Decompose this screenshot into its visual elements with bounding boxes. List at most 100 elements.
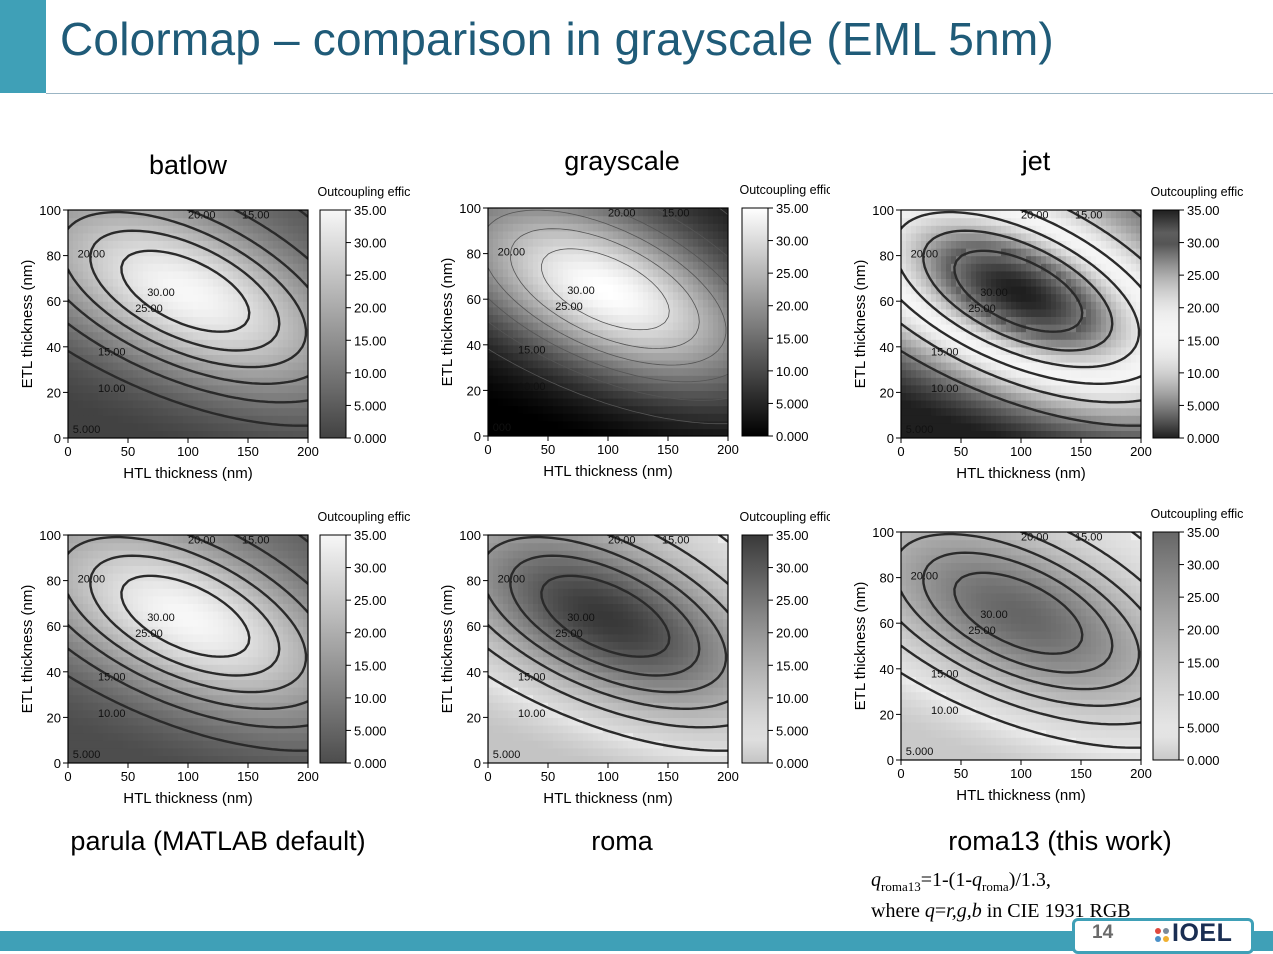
heatmap-cell xyxy=(108,408,114,416)
heatmap-cell xyxy=(138,324,144,332)
heatmap-cell xyxy=(263,430,269,438)
heatmap-cell xyxy=(193,278,199,286)
heatmap-cell xyxy=(1061,354,1067,362)
heatmap-field xyxy=(68,535,309,764)
heatmap-cell xyxy=(1036,301,1042,309)
heatmap-cell xyxy=(163,740,169,748)
heatmap-cell xyxy=(243,332,249,340)
heatmap-cell xyxy=(703,208,709,216)
heatmap-cell xyxy=(598,208,604,216)
heatmap-cell xyxy=(1006,263,1012,271)
contour-label: 000 xyxy=(493,422,511,434)
heatmap-cell xyxy=(653,299,659,307)
heatmap-cell xyxy=(1116,415,1122,423)
heatmap-cell xyxy=(288,233,294,241)
heatmap-cell xyxy=(936,423,942,431)
heatmap-cell xyxy=(128,400,134,408)
heatmap-cell xyxy=(143,354,149,362)
heatmap-cell xyxy=(703,383,709,391)
heatmap-cell xyxy=(1026,248,1032,256)
heatmap-cell xyxy=(618,299,624,307)
heatmap-cell xyxy=(663,246,669,254)
heatmap-cell xyxy=(213,354,219,362)
heatmap-cell xyxy=(623,421,629,429)
heatmap-cell xyxy=(288,408,294,416)
heatmap-cell xyxy=(283,740,289,748)
heatmap-cell xyxy=(986,377,992,385)
heatmap-cell xyxy=(253,316,259,324)
heatmap-cell xyxy=(588,299,594,307)
y-axis-label: ETL thickness (nm) xyxy=(852,260,869,389)
heatmap-cell xyxy=(911,362,917,370)
heatmap-cell xyxy=(213,755,219,763)
heatmap-cell xyxy=(688,345,694,353)
heatmap-cell xyxy=(966,225,972,233)
heatmap-cell xyxy=(503,284,509,292)
heatmap-cell xyxy=(198,332,204,340)
heatmap-cell xyxy=(991,430,997,438)
heatmap-cell xyxy=(68,392,74,400)
heatmap-cell xyxy=(1131,362,1137,370)
heatmap-cell xyxy=(168,225,174,233)
heatmap-cell xyxy=(1036,271,1042,279)
heatmap-cell xyxy=(1121,233,1127,241)
heatmap-cell xyxy=(248,408,254,416)
heatmap-cell xyxy=(683,352,689,360)
heatmap-cell xyxy=(1016,263,1022,271)
heatmap-cell xyxy=(553,375,559,383)
heatmap-cell xyxy=(273,408,279,416)
heatmap-cell xyxy=(528,398,534,406)
heatmap-cell xyxy=(508,223,514,231)
heatmap-cell xyxy=(558,368,564,376)
heatmap-cell xyxy=(1011,263,1017,271)
heatmap-cell xyxy=(703,368,709,376)
heatmap-cell xyxy=(603,307,609,315)
heatmap-cell xyxy=(951,248,957,256)
heatmap-cell xyxy=(578,254,584,262)
heatmap-cell xyxy=(168,301,174,309)
heatmap-cell xyxy=(578,269,584,277)
heatmap-cell xyxy=(608,360,614,368)
heatmap-cell xyxy=(1061,210,1067,218)
heatmap-cell xyxy=(653,322,659,330)
heatmap-cell xyxy=(598,276,604,284)
heatmap-cell xyxy=(198,415,204,423)
heatmap-cell xyxy=(1046,309,1052,317)
heatmap-cell xyxy=(198,233,204,241)
heatmap-cell xyxy=(548,368,554,376)
heatmap-cell xyxy=(1126,278,1132,286)
heatmap-cell xyxy=(208,702,214,710)
heatmap-cell xyxy=(1086,309,1092,317)
heatmap-cell xyxy=(1011,385,1017,393)
heatmap-cell xyxy=(643,383,649,391)
heatmap-cell xyxy=(138,740,144,748)
heatmap-cell xyxy=(503,314,509,322)
heatmap-cell xyxy=(488,261,494,269)
heatmap-cell xyxy=(168,309,174,317)
heatmap-cell xyxy=(713,375,719,383)
heatmap-cell xyxy=(1081,248,1087,256)
heatmap-cell xyxy=(498,375,504,383)
heatmap-cell xyxy=(1086,423,1092,431)
heatmap-cell xyxy=(538,216,544,224)
heatmap-cell xyxy=(648,368,654,376)
heatmap-cell xyxy=(238,733,244,741)
heatmap-cell xyxy=(678,390,684,398)
heatmap-cell xyxy=(628,413,634,421)
heatmap-cell xyxy=(613,421,619,429)
heatmap-cell xyxy=(298,710,304,718)
colorbar-label: Outcoupling efficiency (%) xyxy=(740,183,830,197)
heatmap-cell xyxy=(123,430,129,438)
heatmap-cell xyxy=(638,383,644,391)
heatmap-cell xyxy=(1081,408,1087,416)
heatmap-cell xyxy=(956,370,962,378)
heatmap-cell xyxy=(703,269,709,277)
heatmap-cell xyxy=(248,710,254,718)
heatmap-cell xyxy=(688,428,694,436)
heatmap-cell xyxy=(113,286,119,294)
heatmap-cell xyxy=(68,362,74,370)
heatmap-cell xyxy=(513,406,519,414)
heatmap-cell xyxy=(593,299,599,307)
heatmap-cell xyxy=(971,218,977,226)
heatmap-cell xyxy=(298,717,304,725)
